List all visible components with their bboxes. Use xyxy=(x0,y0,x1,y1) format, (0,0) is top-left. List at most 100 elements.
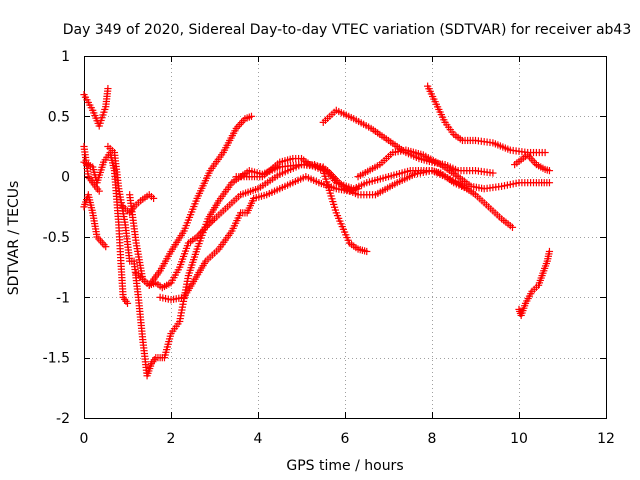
data-point xyxy=(185,213,194,221)
data-point xyxy=(99,111,107,119)
data-point xyxy=(441,173,449,181)
data-point xyxy=(252,194,260,202)
data-point xyxy=(265,189,273,198)
data-point xyxy=(164,340,172,348)
data-point xyxy=(433,169,441,177)
data-point xyxy=(101,105,109,114)
data-point xyxy=(165,337,173,346)
data-point xyxy=(319,167,327,175)
data-point xyxy=(331,206,340,214)
data-point xyxy=(182,244,191,252)
x-tick-label: 2 xyxy=(167,431,176,447)
data-point xyxy=(498,182,506,190)
data-point xyxy=(403,167,412,175)
data-point xyxy=(281,157,289,165)
data-point xyxy=(89,163,97,171)
data-point xyxy=(287,165,295,174)
data-point xyxy=(311,163,320,171)
data-point xyxy=(192,248,200,256)
data-point xyxy=(324,183,333,192)
data-point xyxy=(270,187,279,195)
data-point xyxy=(90,109,98,117)
data-point xyxy=(281,182,289,190)
data-point xyxy=(150,194,158,202)
data-point xyxy=(176,263,184,271)
data-point xyxy=(398,169,406,177)
data-point xyxy=(541,148,549,157)
data-point xyxy=(286,155,294,163)
data-point xyxy=(190,253,199,261)
data-point xyxy=(332,209,340,217)
data-points xyxy=(80,82,554,380)
data-point xyxy=(384,173,393,181)
data-point xyxy=(512,179,520,187)
data-point xyxy=(425,167,433,175)
data-point xyxy=(250,194,258,202)
data-point xyxy=(183,242,192,250)
data-point xyxy=(508,223,517,231)
data-point xyxy=(314,164,322,172)
data-point xyxy=(186,211,195,219)
data-point xyxy=(379,174,387,182)
data-point xyxy=(278,157,286,166)
axis-ticks xyxy=(84,56,607,419)
data-point xyxy=(196,237,204,245)
data-point xyxy=(451,165,460,174)
data-point xyxy=(545,247,554,256)
data-point xyxy=(89,166,98,174)
data-point xyxy=(184,272,192,280)
data-point xyxy=(416,169,424,177)
data-point xyxy=(304,174,313,182)
data-point xyxy=(185,269,193,277)
data-point xyxy=(401,168,409,176)
data-point xyxy=(307,175,315,183)
data-point xyxy=(322,175,330,183)
data-point xyxy=(194,242,202,250)
data-point xyxy=(330,203,339,211)
data-point xyxy=(333,212,342,220)
data-point xyxy=(420,156,428,164)
data-point xyxy=(503,181,511,189)
data-point xyxy=(183,219,191,227)
data-point xyxy=(371,176,379,185)
data-point xyxy=(102,243,110,251)
data-point xyxy=(159,294,167,302)
y-tick-label: -0.5 xyxy=(43,230,70,246)
data-point xyxy=(100,108,108,116)
data-point xyxy=(180,227,188,235)
data-point xyxy=(156,293,164,301)
data-point xyxy=(431,168,439,176)
data-point xyxy=(180,250,189,258)
data-point xyxy=(509,180,517,188)
data-point xyxy=(506,180,514,189)
data-point xyxy=(191,250,199,258)
data-point xyxy=(182,221,190,230)
chart-title: Day 349 of 2020, Sidereal Day-to-day VTE… xyxy=(63,22,632,38)
x-tick-label: 8 xyxy=(428,431,437,447)
data-point xyxy=(95,122,103,130)
data-point xyxy=(390,171,398,179)
data-point xyxy=(363,247,371,256)
data-point xyxy=(276,185,284,193)
data-point xyxy=(446,175,454,183)
x-axis-label: GPS time / hours xyxy=(286,458,403,474)
data-point xyxy=(395,170,403,178)
data-point xyxy=(365,178,374,186)
data-point xyxy=(286,180,294,188)
data-point xyxy=(302,173,310,181)
data-point xyxy=(123,299,132,307)
data-point xyxy=(187,264,195,272)
data-point xyxy=(545,179,554,187)
data-point xyxy=(177,260,185,269)
data-point xyxy=(328,195,336,203)
data-point xyxy=(382,173,390,182)
data-point xyxy=(393,170,401,179)
data-point xyxy=(324,181,332,189)
data-point xyxy=(90,168,98,176)
y-tick-label: -2 xyxy=(56,411,70,427)
data-point xyxy=(360,180,368,188)
data-point xyxy=(92,114,100,122)
y-tick-label: 0 xyxy=(61,170,70,186)
data-point xyxy=(357,181,366,189)
